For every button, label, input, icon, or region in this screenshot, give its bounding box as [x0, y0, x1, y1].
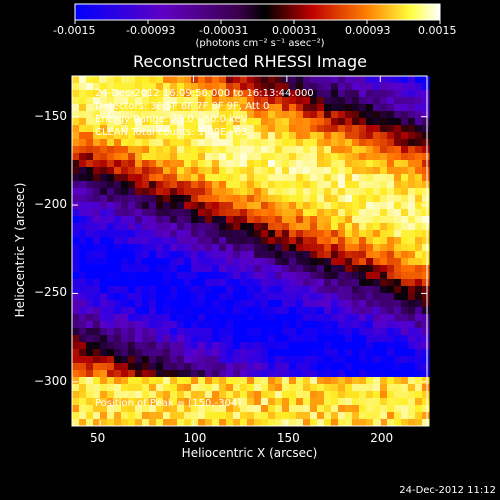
energy-range-annotation: Energy Range: 25.0 - 50.0 keV: [95, 114, 248, 125]
x-tick-label: 200: [370, 431, 394, 445]
time-range-annotation: 24-Dec-2012 16:09:56.000 to 16:13:44.000: [95, 88, 314, 99]
detectors-annotation: Detectors: 3F 5F 6F 7F 8F 9F, Att 0: [95, 101, 270, 112]
colorbar-ticks: [74, 20, 441, 24]
y-tick-label: −200: [34, 197, 67, 212]
counts-annotation: CLEAN Total counts: 1.09E+03: [95, 127, 248, 138]
colorbar-tick-label: -0.0015: [53, 24, 96, 37]
axis-ticks: [72, 76, 427, 426]
x-tick-label: 100: [183, 431, 207, 445]
colorbar-tick-label: -0.00093: [126, 24, 176, 37]
colorbar-tick-label: 0.0015: [418, 24, 457, 37]
heatmap-image: [72, 76, 430, 427]
colorbar-tick-label: -0.00031: [199, 24, 249, 37]
plot-frame: [71, 75, 428, 427]
y-tick-label: −150: [34, 108, 67, 123]
peak-position-annotation: Position of Peak = [150,-304]: [95, 398, 242, 409]
x-tick-label: 150: [276, 431, 300, 445]
colorbar-tick-label: 0.00031: [272, 24, 318, 37]
colorbar-tick-label: 0.00093: [345, 24, 391, 37]
colorbar-unit-label: (photons cm⁻² s⁻¹ asec⁻²): [195, 38, 325, 49]
x-tick-label: 50: [90, 431, 106, 445]
y-tick-label: −300: [34, 373, 67, 388]
colorbar: [74, 3, 441, 21]
y-axis-label: Heliocentric Y (arcsec): [13, 182, 27, 318]
chart-title: Reconstructed RHESSI Image: [133, 52, 367, 71]
y-tick-label: −250: [34, 285, 67, 300]
timestamp-label: 24-Dec-2012 11:12: [399, 485, 496, 496]
x-axis-label: Heliocentric X (arcsec): [181, 446, 318, 460]
